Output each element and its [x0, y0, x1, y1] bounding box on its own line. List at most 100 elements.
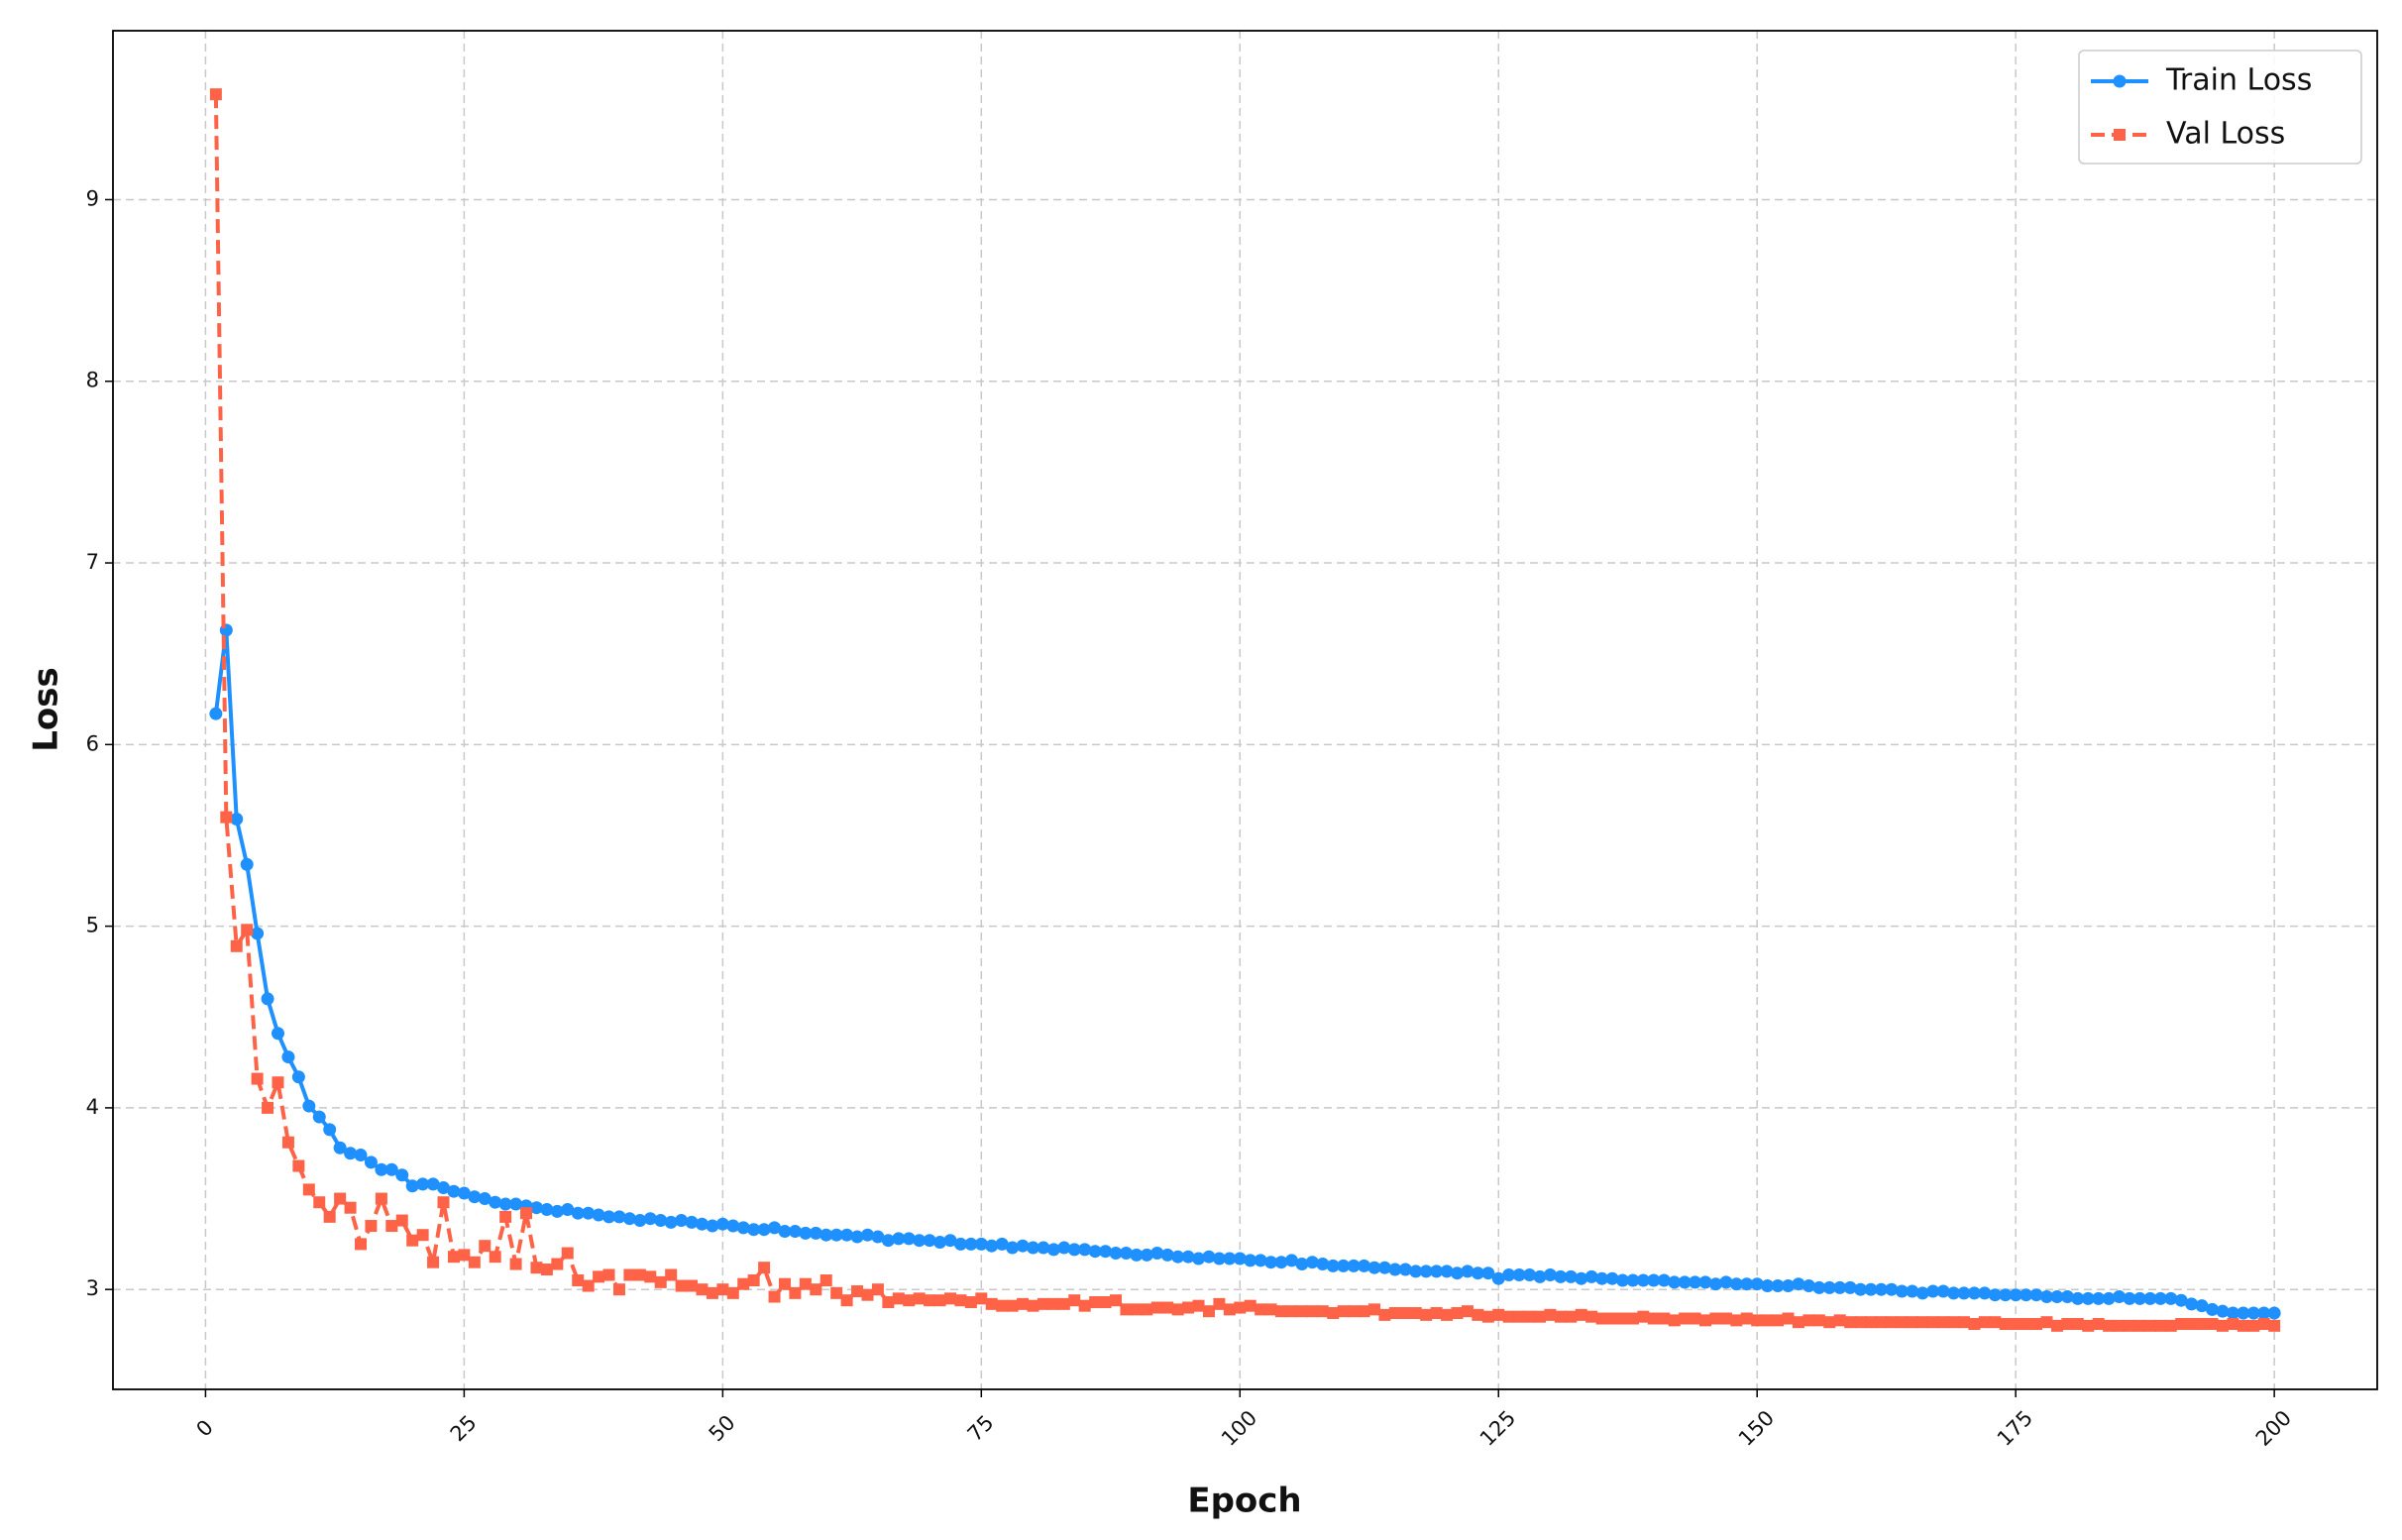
data-point — [1367, 1303, 1380, 1316]
data-point — [447, 1184, 461, 1198]
data-point — [572, 1274, 585, 1287]
data-point — [1936, 1284, 1950, 1298]
data-point — [1057, 1241, 1071, 1255]
data-point — [1823, 1316, 1836, 1329]
data-point — [1957, 1286, 1971, 1300]
data-point — [1926, 1284, 1940, 1298]
data-point — [2061, 1318, 2074, 1331]
data-point — [1388, 1263, 1402, 1276]
data-point — [2010, 1318, 2022, 1331]
data-point — [2020, 1318, 2032, 1331]
data-point — [633, 1268, 646, 1281]
data-point — [1647, 1273, 1661, 1287]
data-point — [291, 1070, 305, 1084]
data-point — [1367, 1261, 1381, 1274]
data-point — [996, 1299, 1009, 1312]
data-point — [1895, 1284, 1909, 1298]
data-point — [933, 1236, 947, 1250]
data-point — [1441, 1308, 1454, 1321]
data-point — [1844, 1316, 1857, 1329]
data-point — [1078, 1243, 1092, 1257]
data-point — [602, 1268, 615, 1281]
data-point — [1192, 1252, 1206, 1265]
data-point — [1689, 1275, 1702, 1289]
data-point — [2102, 1291, 2116, 1305]
data-point — [1160, 1248, 1174, 1262]
data-point — [355, 1238, 368, 1251]
data-point — [1854, 1316, 1867, 1329]
data-point — [281, 1050, 295, 1064]
data-point — [612, 1283, 625, 1296]
data-point — [1016, 1239, 1030, 1253]
data-point — [2092, 1291, 2106, 1305]
data-point — [281, 1136, 294, 1149]
data-point — [1264, 1303, 1277, 1316]
data-point — [312, 1110, 326, 1124]
data-point — [1182, 1301, 1195, 1314]
data-point — [1140, 1248, 1153, 1262]
data-point — [551, 1258, 564, 1270]
data-point — [1161, 1301, 1174, 1314]
data-point — [1802, 1314, 1815, 1327]
data-point — [1606, 1312, 1619, 1325]
data-point — [819, 1274, 832, 1287]
data-point — [313, 1196, 326, 1209]
data-point — [1057, 1297, 1070, 1310]
data-point — [1947, 1286, 1961, 1300]
data-point — [758, 1262, 771, 1274]
data-point — [364, 1155, 378, 1169]
data-point — [2133, 1319, 2146, 1332]
data-point — [1348, 1305, 1361, 1318]
data-point — [468, 1190, 482, 1204]
data-point — [1657, 1273, 1671, 1287]
data-point — [715, 1217, 729, 1231]
data-point — [1337, 1259, 1351, 1272]
data-point — [262, 1101, 274, 1114]
data-point — [571, 1206, 585, 1220]
data-point — [654, 1214, 668, 1228]
data-point — [240, 857, 254, 871]
data-point — [384, 1162, 398, 1176]
data-point — [1212, 1252, 1226, 1265]
y-tick-label: 3 — [86, 1276, 99, 1300]
data-point — [2257, 1306, 2271, 1320]
data-point — [1947, 1316, 1960, 1329]
data-point — [2020, 1288, 2033, 1302]
data-point — [1699, 1314, 1712, 1327]
data-point — [2060, 1290, 2074, 1304]
data-point — [675, 1214, 689, 1228]
data-point — [251, 927, 265, 940]
data-point — [1906, 1316, 1918, 1329]
data-point — [1585, 1310, 1598, 1323]
data-point — [1337, 1305, 1350, 1318]
data-point — [799, 1226, 813, 1240]
data-point — [582, 1279, 595, 1292]
data-point — [1915, 1286, 1929, 1300]
data-point — [954, 1294, 967, 1307]
data-point — [1792, 1316, 1804, 1329]
data-point — [550, 1204, 564, 1218]
data-point — [995, 1237, 1009, 1251]
data-point — [1988, 1288, 2002, 1302]
data-point — [209, 88, 222, 101]
data-point — [1906, 1284, 1919, 1298]
data-point — [1006, 1241, 1020, 1255]
data-point — [1523, 1310, 1536, 1323]
data-point — [354, 1149, 368, 1162]
data-point — [1223, 1303, 1236, 1316]
data-point — [2185, 1318, 2198, 1331]
data-point — [2050, 1290, 2064, 1304]
data-point — [1347, 1259, 1361, 1272]
data-point — [405, 1179, 419, 1193]
data-point — [985, 1239, 999, 1253]
data-point — [447, 1251, 460, 1264]
data-point — [2123, 1319, 2135, 1332]
data-point — [271, 1027, 284, 1041]
data-point — [458, 1249, 471, 1262]
data-point — [1192, 1299, 1205, 1312]
data-point — [882, 1296, 895, 1309]
data-point — [593, 1270, 605, 1283]
data-point — [540, 1264, 553, 1276]
data-point — [1679, 1312, 1692, 1325]
data-point — [706, 1286, 718, 1299]
